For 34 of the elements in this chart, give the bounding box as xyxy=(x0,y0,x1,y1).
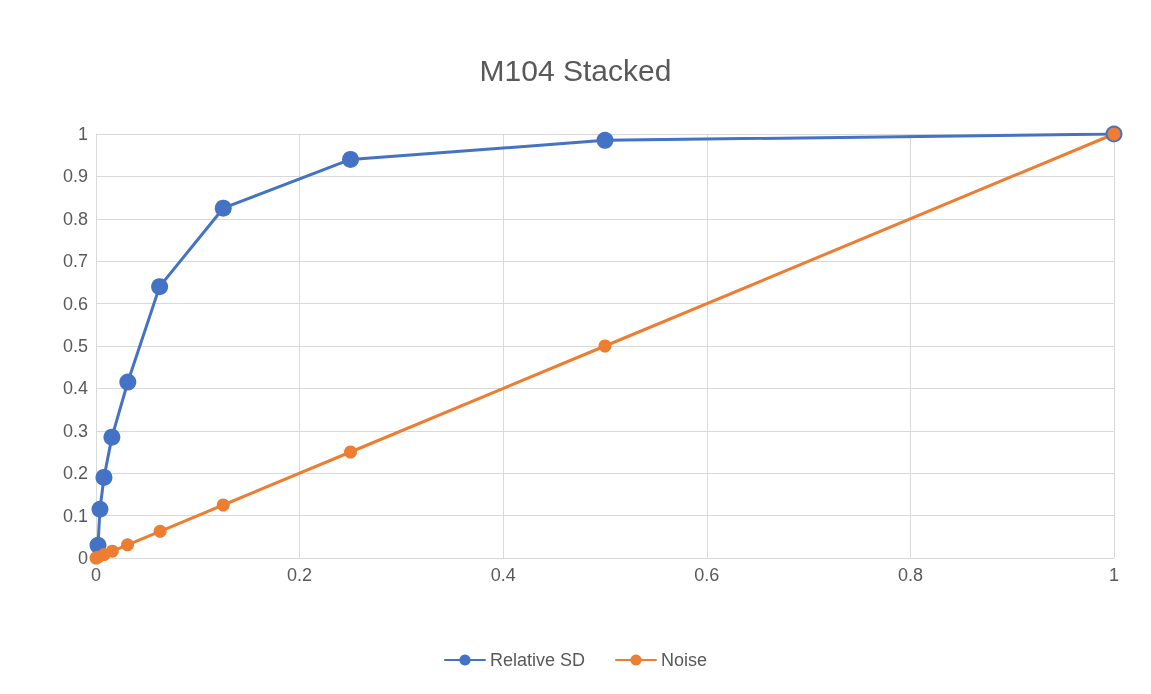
point xyxy=(103,428,121,446)
y-tick-label: 0.8 xyxy=(62,208,88,229)
x-tick-label: 0.6 xyxy=(694,565,720,585)
point xyxy=(95,468,113,486)
y-tick-label: 0.7 xyxy=(62,251,88,272)
x-tick-label: 1 xyxy=(1108,565,1120,585)
y-tick-label: 0.3 xyxy=(62,420,88,441)
point xyxy=(216,498,230,512)
point xyxy=(119,373,137,391)
y-tick-label: 1 xyxy=(77,124,88,144)
x-tick-label: 0.4 xyxy=(490,565,516,585)
y-tick-label: 0.1 xyxy=(62,505,88,526)
point xyxy=(344,445,357,459)
point xyxy=(214,199,232,217)
chart-title: M104 Stacked xyxy=(479,53,672,87)
point xyxy=(596,131,614,149)
x-tick-label: 0.8 xyxy=(897,565,923,585)
y-tick-label: 0.6 xyxy=(62,293,88,314)
y-tick-label: 0.5 xyxy=(62,336,88,356)
x-tick-label: 0 xyxy=(90,565,102,585)
point xyxy=(342,150,359,168)
point xyxy=(105,544,119,558)
point xyxy=(121,538,135,552)
y-tick-label: 0.4 xyxy=(62,378,88,399)
point xyxy=(151,278,169,296)
point xyxy=(598,339,612,353)
legend-label: Noise xyxy=(661,650,708,670)
y-tick-label: 0.2 xyxy=(62,463,88,484)
point xyxy=(153,524,167,538)
y-tick-label: 0.9 xyxy=(62,166,88,187)
point xyxy=(91,500,109,518)
y-tick-label: 0 xyxy=(77,548,88,568)
legend-label: Relative SD xyxy=(489,650,586,670)
x-tick-label: 0.2 xyxy=(287,565,313,585)
